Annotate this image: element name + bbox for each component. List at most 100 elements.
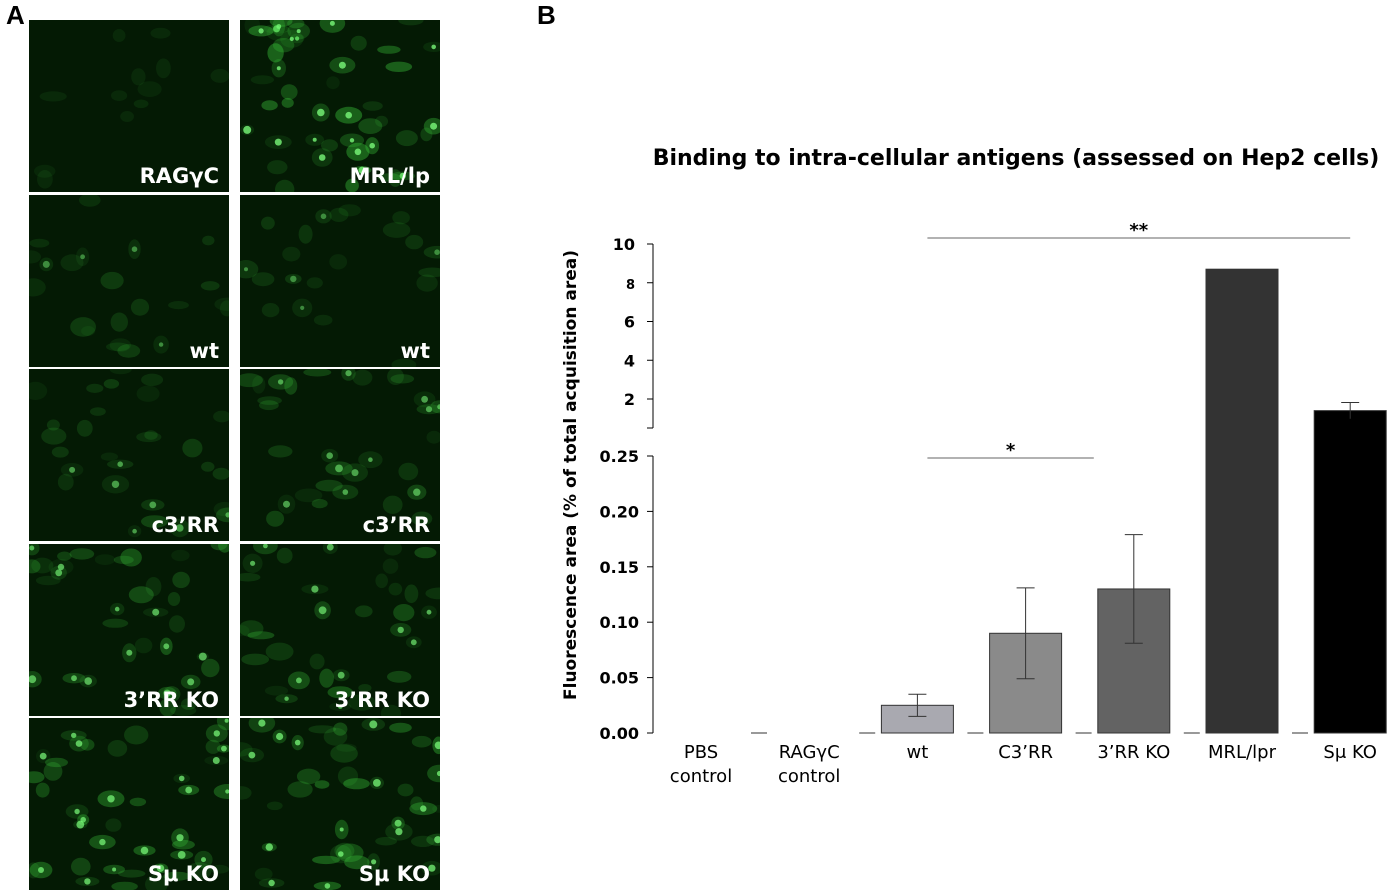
nucleus-spot — [437, 404, 440, 410]
nucleus-spot — [69, 466, 76, 473]
cell-shape — [240, 786, 252, 800]
cell-shape — [268, 445, 293, 458]
nucleus-spot — [394, 819, 402, 827]
cell-shape — [284, 377, 298, 395]
cell-shape — [169, 614, 185, 633]
cell-shape — [144, 430, 158, 440]
cell-shape — [294, 488, 323, 503]
cell-shape — [281, 97, 294, 108]
cell-shape — [306, 276, 323, 288]
cell-shape — [292, 298, 313, 317]
nucleus-spot — [338, 61, 346, 69]
nucleus-spot — [212, 757, 220, 764]
nucleus-spot — [149, 501, 157, 509]
nucleus-spot — [42, 260, 50, 268]
nucleus-spot — [320, 213, 327, 219]
cell-image — [240, 718, 440, 890]
nucleus-spot — [221, 745, 227, 752]
nucleus-spot — [250, 560, 256, 566]
cell-shape — [432, 804, 440, 813]
cell-shape — [29, 277, 46, 296]
cell-shape — [131, 68, 146, 86]
nucleus-spot — [276, 66, 281, 71]
nucleus-spot — [434, 741, 440, 750]
cell-shape — [103, 379, 120, 389]
panel-b-letter: B — [537, 0, 556, 30]
cell-shape — [167, 591, 181, 606]
cell-shape — [112, 29, 126, 42]
cell-shape — [69, 547, 95, 560]
nucleus-spot — [430, 122, 438, 130]
bar — [1313, 410, 1387, 734]
nucleus-spot — [369, 720, 378, 729]
nucleus-spot — [80, 253, 85, 259]
cell-shape — [336, 843, 364, 863]
cell-shape — [201, 461, 215, 472]
y-tick-label: 2 — [624, 390, 635, 409]
nucleus-spot — [84, 878, 91, 885]
nucleus-spot — [156, 864, 165, 872]
cell-shape — [410, 796, 424, 811]
nucleus-spot — [428, 864, 436, 872]
nucleus-spot — [354, 148, 362, 156]
cell-shape — [60, 253, 84, 271]
cell-shape — [133, 99, 149, 109]
cell-shape — [86, 383, 104, 393]
nucleus-spot — [213, 730, 220, 737]
nucleus-spot — [158, 341, 164, 347]
nucleus-spot — [111, 480, 120, 488]
cell-image — [240, 203, 440, 367]
cell-shape — [128, 238, 141, 259]
cell-shape — [313, 314, 333, 325]
cell-shape — [282, 246, 301, 261]
cell-shape — [94, 553, 116, 565]
nucleus-spot — [274, 138, 282, 146]
cell-shape — [336, 743, 357, 752]
nucleus-spot — [395, 828, 403, 836]
cell-shape — [391, 358, 417, 367]
cell-shape — [344, 855, 370, 870]
significance-label: * — [1006, 440, 1016, 461]
micrograph-tile: wt — [240, 194, 440, 367]
cell-shape — [343, 778, 370, 790]
cell-shape — [219, 299, 229, 316]
micrograph-tile: MRL/lp — [240, 20, 440, 192]
nucleus-spot — [420, 805, 427, 812]
cell-shape — [41, 427, 67, 445]
category-label-line2: control — [777, 766, 841, 787]
cell-shape — [35, 782, 50, 798]
cell-shape — [315, 208, 332, 223]
cell-shape — [387, 670, 412, 683]
nucleus-spot — [369, 142, 375, 149]
nucleus-spot — [290, 275, 297, 282]
nucleus-spot — [345, 370, 352, 377]
cell-shape — [100, 271, 124, 289]
significance-label: ** — [1129, 220, 1148, 241]
cell-shape — [210, 68, 229, 83]
cell-shape — [252, 375, 266, 394]
cell-shape — [171, 839, 195, 850]
cell-shape — [57, 551, 72, 561]
cell-shape — [240, 373, 263, 388]
category-label-line1: MRL/lpr — [1208, 742, 1276, 763]
cell-shape — [31, 557, 54, 573]
cell-shape — [45, 757, 68, 768]
nucleus-spot — [373, 779, 381, 787]
cell-shape — [404, 584, 419, 603]
y-tick-label: 0.00 — [600, 724, 639, 743]
cell-shape — [276, 547, 293, 564]
nucleus-spot — [371, 859, 377, 865]
cell-shape — [29, 862, 40, 879]
cell-shape — [35, 575, 61, 585]
cell-shape — [81, 325, 96, 336]
nucleus-spot — [225, 789, 229, 794]
cell-shape — [358, 683, 372, 692]
nucleus-spot — [201, 857, 206, 863]
cell-shape — [426, 430, 440, 444]
micrograph-label: RAGγC — [139, 164, 219, 188]
cell-shape — [333, 722, 348, 736]
cell-shape — [362, 101, 383, 111]
cell-shape — [389, 722, 412, 733]
cell-shape — [111, 881, 138, 890]
